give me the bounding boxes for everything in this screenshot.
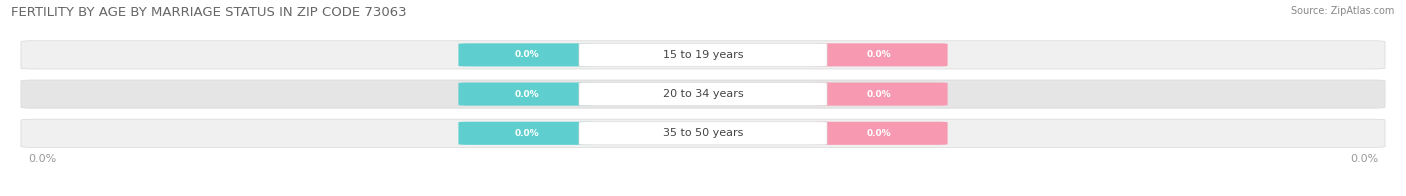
Text: 0.0%: 0.0% [515, 50, 540, 59]
FancyBboxPatch shape [458, 83, 596, 106]
FancyBboxPatch shape [579, 122, 827, 145]
FancyBboxPatch shape [579, 83, 827, 106]
FancyBboxPatch shape [579, 43, 827, 66]
FancyBboxPatch shape [21, 80, 1385, 108]
Text: 0.0%: 0.0% [866, 90, 891, 99]
FancyBboxPatch shape [21, 119, 1385, 147]
Text: 20 to 34 years: 20 to 34 years [662, 89, 744, 99]
Text: 0.0%: 0.0% [1350, 154, 1378, 164]
FancyBboxPatch shape [810, 43, 948, 66]
FancyBboxPatch shape [458, 122, 596, 145]
Text: 15 to 19 years: 15 to 19 years [662, 50, 744, 60]
Text: 0.0%: 0.0% [515, 90, 540, 99]
Text: 0.0%: 0.0% [866, 50, 891, 59]
FancyBboxPatch shape [458, 43, 596, 66]
FancyBboxPatch shape [21, 41, 1385, 69]
Text: 0.0%: 0.0% [28, 154, 56, 164]
Text: 35 to 50 years: 35 to 50 years [662, 128, 744, 138]
Text: 0.0%: 0.0% [866, 129, 891, 138]
Text: Source: ZipAtlas.com: Source: ZipAtlas.com [1291, 6, 1395, 16]
Text: 0.0%: 0.0% [515, 129, 540, 138]
FancyBboxPatch shape [810, 122, 948, 145]
FancyBboxPatch shape [810, 83, 948, 106]
Text: FERTILITY BY AGE BY MARRIAGE STATUS IN ZIP CODE 73063: FERTILITY BY AGE BY MARRIAGE STATUS IN Z… [11, 6, 406, 19]
